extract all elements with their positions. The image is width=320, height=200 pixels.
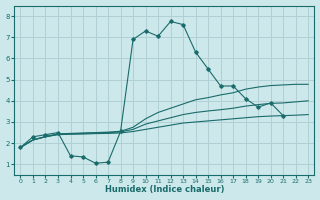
X-axis label: Humidex (Indice chaleur): Humidex (Indice chaleur) xyxy=(105,185,224,194)
